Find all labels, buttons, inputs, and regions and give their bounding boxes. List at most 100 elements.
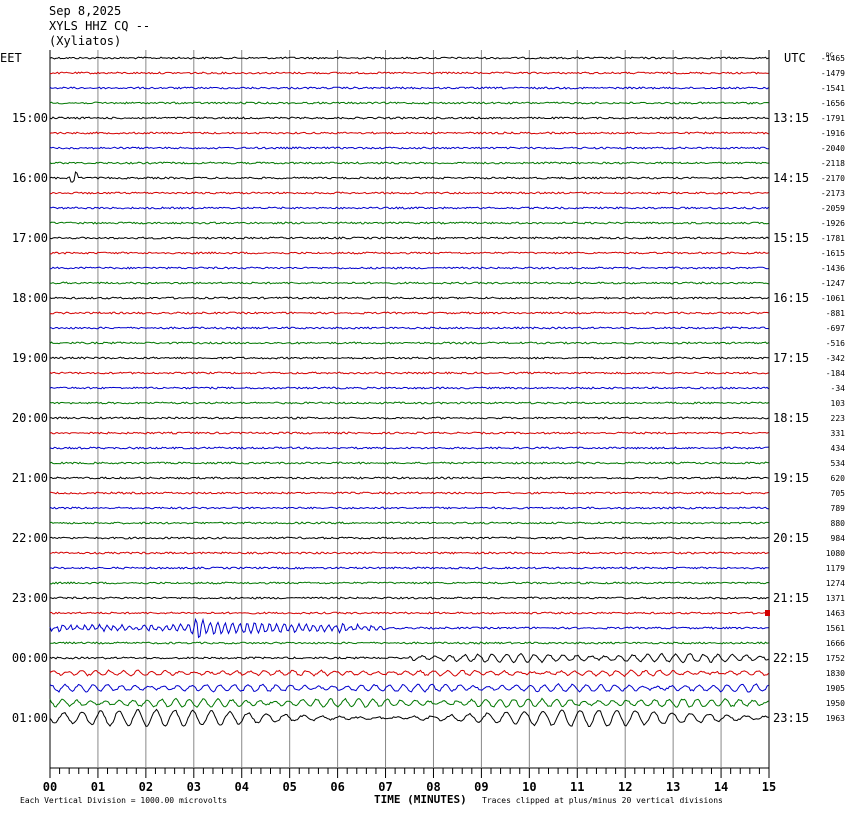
left-timezone-label: EET <box>0 51 22 65</box>
minute-tick-label: 07 <box>378 780 392 794</box>
seismic-trace <box>49 596 769 600</box>
utc-hour-label: 18:15 <box>773 411 809 425</box>
dc-offset-label: 1950 <box>826 699 845 708</box>
minute-tick-label: 14 <box>714 780 728 794</box>
dc-offset-label: -2170 <box>821 174 845 183</box>
dc-offset-label: 1830 <box>826 669 845 678</box>
seismic-trace <box>49 491 769 495</box>
minute-tick-label: 02 <box>139 780 153 794</box>
dc-offset-label: -342 <box>826 354 845 363</box>
minute-tick-label: 09 <box>474 780 488 794</box>
chart-date: Sep 8,2025 <box>49 4 122 18</box>
clip-marker <box>765 610 770 616</box>
dc-offset-label: -1926 <box>821 219 845 228</box>
dc-offset-label: 1080 <box>826 549 845 558</box>
eet-hour-label: 23:00 <box>12 591 48 605</box>
seismic-trace <box>49 86 769 90</box>
dc-offset-label: 1963 <box>826 714 845 723</box>
dc-offset-label: -1436 <box>821 264 845 273</box>
dc-offset-label: -1479 <box>821 69 845 78</box>
dc-offset-label: 1752 <box>826 654 845 663</box>
dc-offset-label: -1247 <box>821 279 845 288</box>
seismic-trace <box>49 566 769 570</box>
right-timezone-label: UTC <box>784 51 806 65</box>
eet-hour-label: 00:00 <box>12 651 48 665</box>
dc-offset-label: -1916 <box>821 129 845 138</box>
minute-tick-label: 01 <box>91 780 105 794</box>
minute-tick-label: 05 <box>282 780 296 794</box>
dc-offset-label: 705 <box>831 489 846 498</box>
minute-tick-label: 15 <box>762 780 776 794</box>
seismic-trace <box>49 652 769 664</box>
eet-hour-label: 18:00 <box>12 291 48 305</box>
minute-tick-label: 00 <box>43 780 57 794</box>
seismic-trace <box>49 101 769 105</box>
utc-hour-label: 19:15 <box>773 471 809 485</box>
dc-column-header: DC <box>826 52 834 59</box>
seismic-trace <box>49 56 769 60</box>
eet-hour-label: 01:00 <box>12 711 48 725</box>
dc-offset-label: 880 <box>831 519 846 528</box>
seismic-trace <box>49 161 769 165</box>
seismic-trace <box>49 146 769 150</box>
seismic-trace <box>49 311 769 315</box>
seismic-trace <box>49 697 769 708</box>
dc-offset-label: 1274 <box>826 579 845 588</box>
dc-offset-label: 620 <box>831 474 846 483</box>
utc-hour-label: 22:15 <box>773 651 809 665</box>
dc-offset-label: 1666 <box>826 639 845 648</box>
seismic-trace <box>49 251 769 255</box>
seismic-trace <box>49 296 769 300</box>
dc-offset-label: -1061 <box>821 294 845 303</box>
seismic-trace <box>49 506 769 510</box>
seismic-trace <box>49 266 769 270</box>
dc-offset-label: -1465 <box>821 54 845 63</box>
dc-offset-label: 1561 <box>826 624 845 633</box>
dc-offset-label: 1179 <box>826 564 845 573</box>
utc-hour-label: 21:15 <box>773 591 809 605</box>
seismic-trace <box>49 581 769 585</box>
seismic-trace <box>49 669 769 678</box>
seismic-trace <box>49 461 769 465</box>
station-code: XYLS HHZ CQ -- <box>49 19 151 33</box>
dc-offset-label: -1615 <box>821 249 845 258</box>
utc-hour-label: 14:15 <box>773 171 809 185</box>
dc-offset-label: 434 <box>831 444 846 453</box>
dc-offset-label: -1791 <box>821 114 845 123</box>
dc-offset-label: 223 <box>831 414 846 423</box>
eet-hour-label: 22:00 <box>12 531 48 545</box>
minute-tick-label: 11 <box>570 780 584 794</box>
minute-tick-label: 04 <box>235 780 249 794</box>
seismic-trace <box>49 281 769 285</box>
seismic-trace <box>49 476 769 480</box>
dc-offset-label: 984 <box>831 534 846 543</box>
dc-offset-label: -1656 <box>821 99 845 108</box>
dc-offset-label: -516 <box>826 339 845 348</box>
seismic-trace <box>49 431 769 435</box>
seismic-trace <box>49 71 769 75</box>
seismic-trace <box>49 206 769 210</box>
seismic-trace <box>49 536 769 540</box>
x-axis-label: TIME (MINUTES) <box>374 793 467 806</box>
dc-offset-label: 103 <box>831 399 846 408</box>
minute-tick-label: 10 <box>522 780 536 794</box>
seismic-trace <box>49 641 769 645</box>
minute-tick-label: 13 <box>666 780 680 794</box>
dc-offset-label: 1463 <box>826 609 845 618</box>
dc-offset-label: -697 <box>826 324 845 333</box>
seismic-trace <box>49 386 769 390</box>
seismic-trace <box>49 617 769 639</box>
dc-offset-label: -2173 <box>821 189 845 198</box>
seismic-trace <box>49 221 769 225</box>
seismic-trace <box>49 371 769 375</box>
dc-offset-label: -1781 <box>821 234 845 243</box>
station-name: (Xyliatos) <box>49 34 122 48</box>
dc-offset-label: -1541 <box>821 84 845 93</box>
dc-offset-label: -184 <box>826 369 845 378</box>
dc-offset-label: 1905 <box>826 684 845 693</box>
dc-offset-label: 1371 <box>826 594 845 603</box>
seismic-trace <box>49 416 769 420</box>
utc-hour-label: 23:15 <box>773 711 809 725</box>
minute-tick-label: 03 <box>187 780 201 794</box>
utc-hour-label: 16:15 <box>773 291 809 305</box>
